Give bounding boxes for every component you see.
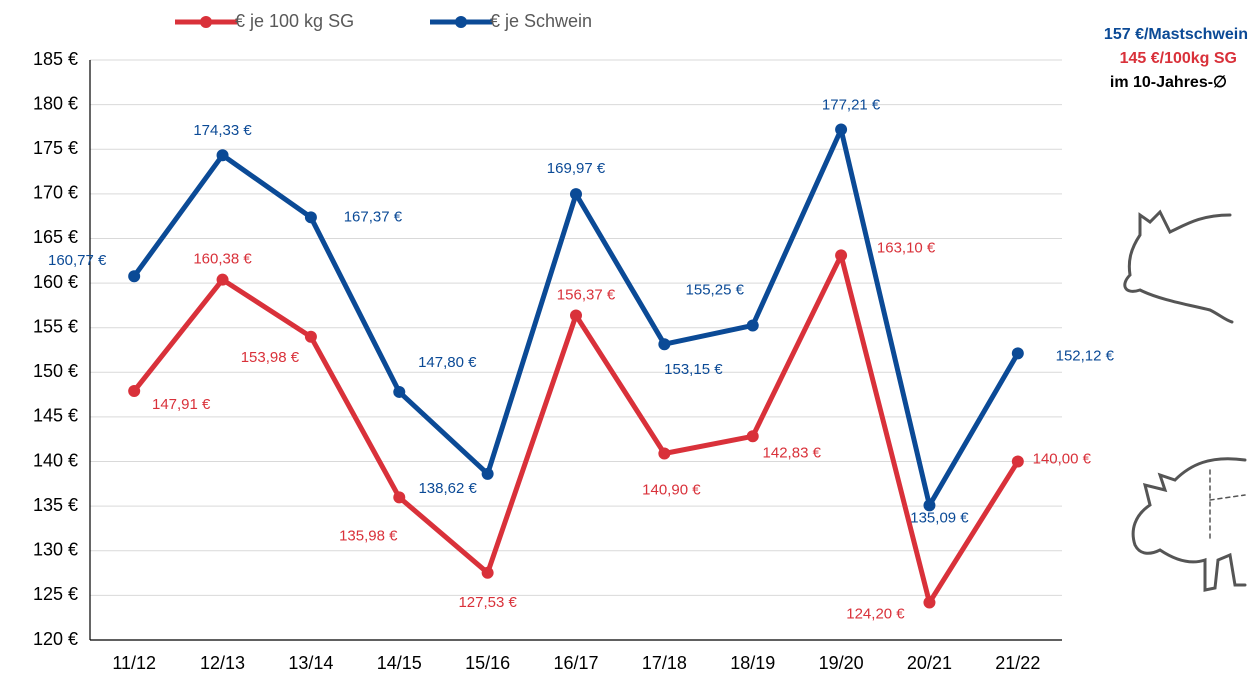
data-point <box>746 430 759 443</box>
data-point <box>658 447 671 460</box>
data-point <box>216 149 229 162</box>
y-tick-label: 180 € <box>33 93 78 113</box>
x-tick-label: 16/17 <box>553 653 598 673</box>
x-tick-label: 12/13 <box>200 653 245 673</box>
data-point <box>128 384 141 397</box>
data-point <box>304 330 317 343</box>
data-point <box>746 319 759 332</box>
legend-marker <box>200 16 212 28</box>
pig-cut-lines <box>1209 469 1246 541</box>
y-tick-label: 130 € <box>33 540 78 560</box>
data-label: 160,38 € <box>193 251 252 268</box>
y-tick-label: 160 € <box>33 272 78 292</box>
data-label: 153,15 € <box>664 361 723 378</box>
y-tick-label: 140 € <box>33 450 78 470</box>
y-tick-label: 155 € <box>33 316 78 336</box>
data-label: 147,80 € <box>418 354 477 371</box>
legend-label: € je 100 kg SG <box>235 11 354 31</box>
data-label: 147,91 € <box>152 396 211 413</box>
annotation: 157 €/Mastschwein <box>1104 26 1248 43</box>
x-tick-label: 11/12 <box>112 653 156 673</box>
data-label: 163,10 € <box>877 239 936 256</box>
data-label: 155,25 € <box>686 281 745 298</box>
data-point <box>393 491 406 504</box>
legend-marker <box>455 16 467 28</box>
data-label: 153,98 € <box>241 349 300 366</box>
data-point <box>304 211 317 224</box>
y-tick-label: 170 € <box>33 183 78 203</box>
x-tick-label: 21/22 <box>995 653 1040 673</box>
data-label: 140,90 € <box>642 481 701 498</box>
data-label: 174,33 € <box>193 122 252 139</box>
data-point <box>216 273 229 286</box>
pig-head-icon <box>1123 209 1234 324</box>
data-point <box>570 188 582 201</box>
data-label: 177,21 € <box>822 96 881 113</box>
data-label: 169,97 € <box>547 160 606 177</box>
data-point <box>835 249 848 262</box>
x-tick-label: 15/16 <box>465 653 510 673</box>
y-tick-label: 165 € <box>33 227 78 247</box>
data-point <box>393 385 406 398</box>
pig-icons <box>1123 209 1247 592</box>
data-point <box>1011 455 1024 468</box>
data-point <box>923 499 936 512</box>
data-point <box>128 270 141 283</box>
data-label: 160,77 € <box>48 252 107 269</box>
data-label: 140,00 € <box>1033 451 1092 468</box>
data-point <box>658 338 671 351</box>
x-tick-label: 14/15 <box>377 653 422 673</box>
y-tick-label: 135 € <box>33 495 78 515</box>
y-tick-label: 125 € <box>33 584 78 604</box>
pig-body-icon <box>1131 457 1247 592</box>
y-tick-label: 145 € <box>33 406 78 426</box>
data-point <box>1011 347 1024 360</box>
data-label: 156,37 € <box>557 286 616 303</box>
x-tick-label: 17/18 <box>642 653 687 673</box>
annotation: 145 €/100kg SG <box>1120 50 1237 67</box>
x-tick-label: 18/19 <box>730 653 775 673</box>
x-tick-label: 19/20 <box>819 653 864 673</box>
data-label: 124,20 € <box>846 605 905 622</box>
y-tick-label: 120 € <box>33 629 78 649</box>
data-label: 135,98 € <box>339 527 398 544</box>
data-label: 135,09 € <box>910 509 969 526</box>
annotation: im 10-Jahres-∅ <box>1110 74 1227 91</box>
x-tick-label: 20/21 <box>907 653 952 673</box>
data-point <box>481 467 494 480</box>
data-point <box>570 309 582 322</box>
data-point <box>923 596 936 609</box>
data-label: 138,62 € <box>418 480 477 497</box>
x-tick-label: 13/14 <box>288 653 333 673</box>
y-tick-label: 150 € <box>33 361 78 381</box>
data-label: 142,83 € <box>763 444 822 461</box>
legend-label: € je Schwein <box>490 11 592 31</box>
data-label: 152,12 € <box>1056 347 1115 364</box>
data-label: 127,53 € <box>458 594 517 611</box>
data-point <box>481 566 494 579</box>
y-tick-label: 175 € <box>33 138 78 158</box>
data-label: 167,37 € <box>344 208 403 225</box>
data-point <box>835 123 848 136</box>
y-tick-label: 185 € <box>33 49 78 69</box>
